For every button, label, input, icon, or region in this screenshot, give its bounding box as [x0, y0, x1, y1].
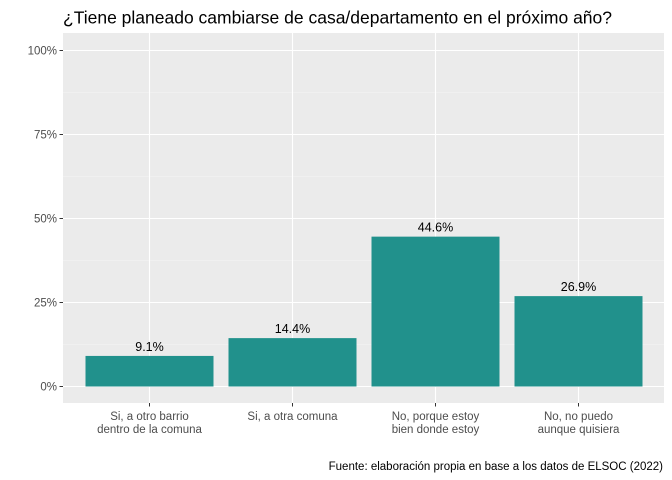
x-tick-label: No, porque estoy bien donde estoy [392, 411, 480, 436]
y-axis: 0% 25% 50% 75% 100% [28, 46, 63, 394]
x-tick-label: Si, a otra comuna [247, 411, 338, 423]
x-tick-label-line: dentro de la comuna [97, 424, 202, 436]
y-tick-label: 75% [34, 130, 57, 142]
x-tick-label-line: aunque quisiera [538, 424, 620, 436]
bars: 9.1% 14.4% 44.6% 26.9% [85, 221, 643, 387]
x-tick-label-line: bien donde estoy [392, 424, 480, 436]
bar [85, 355, 214, 387]
bar [514, 296, 643, 387]
x-tick-label-line: Si, a otra comuna [247, 411, 338, 423]
bar-value-label: 14.4% [275, 322, 310, 336]
bar-value-label: 9.1% [135, 340, 164, 354]
chart-caption: Fuente: elaboración propia en base a los… [329, 461, 664, 473]
x-tick-label-line: No, porque estoy [392, 411, 480, 423]
x-axis: Si, a otro barrio dentro de la comunaSi, … [97, 403, 620, 436]
y-tick-label: 0% [40, 382, 57, 394]
x-tick-label-line: Si, a otro barrio [110, 411, 189, 423]
chart-title: ¿Tiene planeado cambiarse de casa/depart… [63, 8, 612, 28]
bar-value-label: 26.9% [561, 280, 596, 294]
bar [371, 236, 500, 387]
y-tick-label: 100% [28, 46, 57, 58]
x-tick-label: Si, a otro barrio dentro de la comuna [97, 411, 202, 436]
x-tick-label: No, no puedo aunque quisiera [538, 411, 620, 436]
bar [228, 338, 357, 387]
bar-value-label: 44.6% [418, 221, 453, 235]
y-tick-label: 50% [34, 214, 57, 226]
y-tick-label: 25% [34, 298, 57, 310]
x-tick-label-line: No, no puedo [544, 411, 613, 423]
